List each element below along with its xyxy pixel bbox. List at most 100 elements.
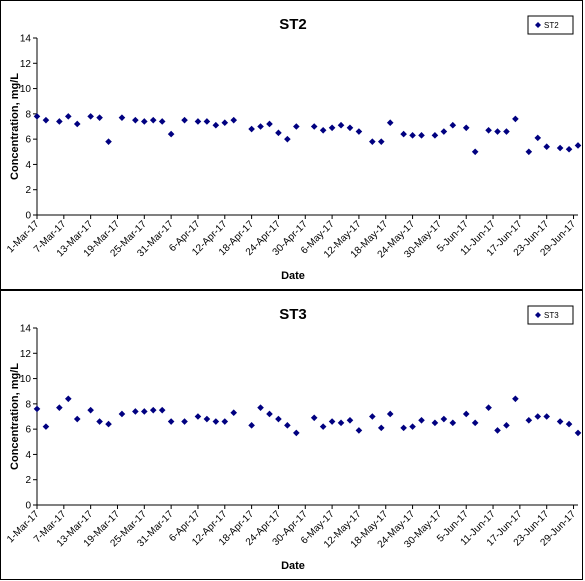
data-point: [141, 408, 148, 415]
data-point: [369, 413, 376, 420]
data-point: [440, 415, 448, 423]
data-point: [369, 138, 376, 145]
data-point: [56, 404, 63, 411]
data-point: [149, 116, 157, 124]
data-point: [525, 416, 533, 424]
data-point: [203, 415, 211, 423]
data-point: [158, 118, 166, 125]
data-point: [33, 113, 41, 120]
data-point: [257, 123, 264, 130]
data-point: [431, 419, 439, 427]
data-point: [118, 410, 126, 418]
data-point: [181, 116, 188, 124]
data-point: [221, 418, 229, 425]
data-point: [346, 124, 354, 132]
y-tick-label: 4: [25, 160, 31, 171]
chart-title: ST3: [279, 306, 307, 323]
data-point: [132, 408, 139, 415]
data-point: [167, 418, 175, 425]
data-point: [73, 415, 81, 423]
data-point: [221, 119, 229, 127]
data-point: [158, 406, 166, 414]
data-point: [141, 118, 148, 125]
data-point: [194, 413, 202, 420]
data-point: [574, 429, 582, 437]
data-point: [355, 427, 363, 434]
data-point: [284, 422, 291, 429]
data-point: [266, 120, 273, 128]
data-point: [319, 126, 327, 134]
y-tick-label: 10: [20, 84, 32, 95]
y-tick-label: 2: [25, 185, 31, 196]
chart-panel-st3: ST3 0 2 4 6 8 10 12 14 1-Mar-17 7-Mar-17 13-Mar-17 1…: [0, 290, 583, 580]
data-point: [328, 124, 336, 132]
data-point: [377, 424, 385, 432]
data-point: [181, 418, 188, 425]
y-axis-title: Concentration, mg/L: [9, 363, 21, 470]
legend-marker: [535, 22, 541, 28]
y-tick-label: 4: [25, 450, 31, 461]
chart-title: ST2: [279, 16, 307, 33]
data-point: [167, 130, 175, 138]
data-point: [105, 420, 112, 428]
data-point: [418, 416, 425, 424]
data-point: [449, 419, 457, 427]
data-point: [485, 126, 492, 134]
data-point: [512, 115, 519, 123]
y-tick-label: 8: [25, 109, 31, 120]
data-point: [96, 114, 103, 121]
data-point: [33, 405, 41, 413]
data-point: [337, 419, 345, 427]
data-point: [440, 128, 448, 135]
data-point: [355, 128, 363, 135]
data-point: [512, 395, 519, 403]
data-point: [194, 118, 202, 125]
data-point: [534, 134, 542, 142]
data-point: [418, 132, 425, 139]
y-tick-label: 12: [20, 59, 32, 70]
data-point: [310, 414, 318, 422]
y-tick-label: 6: [25, 135, 31, 146]
data-point: [96, 418, 103, 425]
data-point: [462, 410, 470, 418]
data-point: [293, 429, 300, 437]
data-point: [230, 116, 238, 124]
data-point: [494, 128, 501, 135]
data-point: [266, 410, 273, 418]
data-point: [400, 424, 407, 432]
data-point: [212, 121, 220, 129]
data-point: [248, 125, 255, 133]
data-point: [346, 416, 354, 424]
x-axis-title: Date: [281, 270, 305, 282]
data-point: [118, 114, 126, 121]
data-point: [565, 420, 573, 428]
data-point: [203, 118, 211, 125]
data-point: [503, 128, 510, 135]
data-point: [248, 422, 255, 429]
x-axis-title: Date: [281, 560, 305, 572]
data-point: [543, 143, 551, 151]
data-point: [574, 142, 582, 149]
y-tick-label: 8: [25, 399, 31, 410]
data-point: [64, 113, 72, 120]
data-point: [386, 119, 394, 127]
data-point: [471, 148, 479, 156]
data-point: [275, 415, 282, 423]
data-point: [400, 130, 407, 138]
y-tick-label: 0: [25, 501, 31, 512]
legend-box: [527, 305, 574, 325]
data-point: [87, 406, 94, 414]
data-point: [310, 123, 318, 130]
y-tick-label: 10: [20, 374, 32, 385]
data-point: [556, 418, 564, 425]
data-point: [431, 132, 439, 139]
legend: ST2: [527, 15, 574, 35]
data-point: [149, 406, 157, 414]
data-point: [42, 116, 50, 124]
y-tick-label: 2: [25, 475, 31, 486]
data-point: [319, 423, 327, 430]
data-point: [87, 113, 94, 120]
legend-label: ST2: [544, 21, 559, 30]
chart-st3: ST3024681012141-Mar-177-Mar-1713-Mar-171…: [5, 305, 582, 572]
y-axis-title: Concentration, mg/L: [9, 73, 21, 180]
